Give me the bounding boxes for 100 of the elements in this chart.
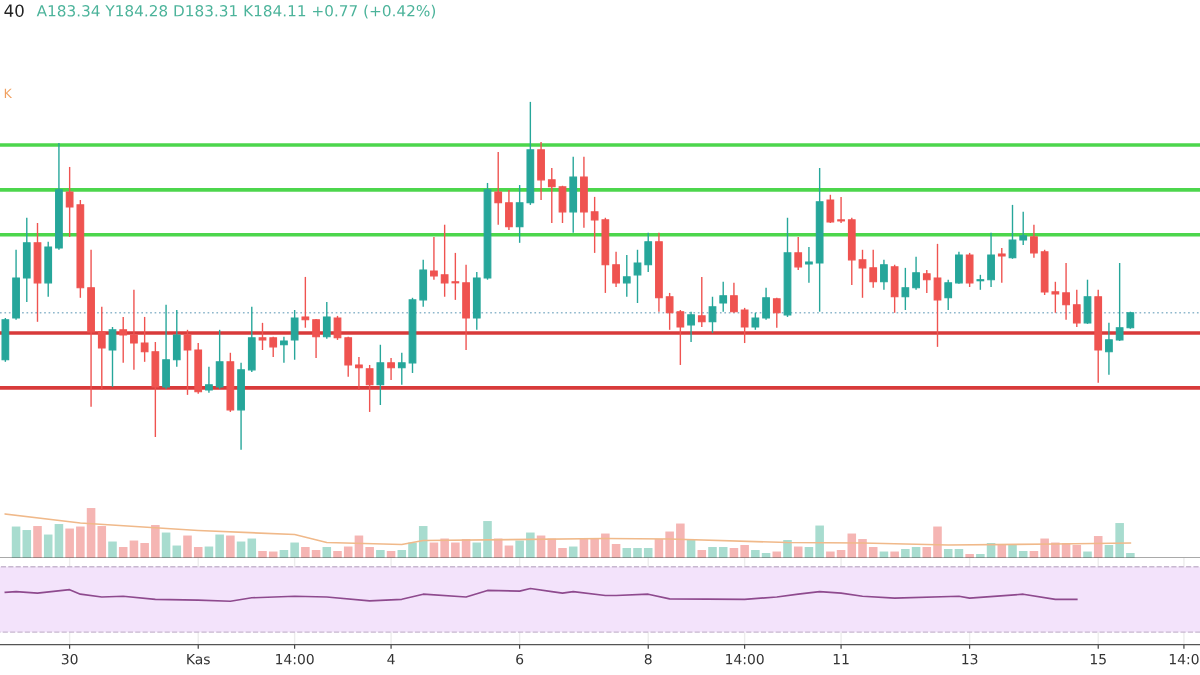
candlestick: [1030, 224, 1038, 259]
bar: [526, 532, 535, 559]
bar: [76, 526, 85, 559]
bar: [343, 546, 353, 559]
candlestick: [130, 289, 138, 371]
candlestick: [697, 276, 706, 328]
bar: [22, 530, 32, 559]
bar: [633, 548, 642, 559]
bar: [226, 535, 235, 559]
bar: [601, 533, 610, 559]
candlestick: [665, 292, 674, 331]
candlestick: [922, 269, 931, 294]
bar: [1018, 551, 1028, 559]
candlestick: [547, 167, 556, 224]
candlestick: [794, 236, 803, 271]
bar: [54, 524, 64, 559]
bar: [451, 542, 460, 559]
candlestick: [772, 297, 781, 329]
candlestick: [612, 251, 620, 288]
bar: [558, 548, 567, 559]
candlestick: [312, 318, 320, 359]
candlestick: [258, 322, 267, 351]
candlestick: [590, 196, 599, 254]
x-tick-label: 6: [516, 653, 524, 665]
bar: [933, 526, 942, 559]
candlestick: [387, 357, 395, 381]
candlestick: [376, 344, 385, 406]
bar: [1008, 545, 1017, 559]
bar: [118, 547, 128, 559]
candlestick: [869, 249, 878, 289]
candlestick: [97, 306, 106, 391]
x-tick-label: 14:00: [726, 653, 764, 665]
x-tick-label: 4: [387, 654, 395, 665]
bar: [322, 547, 332, 559]
candlestick: [676, 309, 685, 366]
bar: [247, 538, 257, 559]
candlestick: [912, 256, 920, 291]
candlestick: [1008, 204, 1017, 260]
bar: [258, 551, 267, 559]
chart-subtitle: A183.34 Y184.28 D183.31 K184.11 +0.77 (+0.42%): [36, 4, 436, 19]
candlestick: [290, 309, 299, 361]
bar: [108, 541, 117, 559]
candlestick: [280, 336, 288, 364]
x-tick-label: 13: [962, 653, 978, 665]
bar: [193, 547, 203, 559]
candlestick: [1072, 289, 1081, 328]
candlestick: [901, 267, 910, 311]
bar: [751, 550, 760, 559]
bar: [515, 540, 524, 559]
candlestick: [397, 352, 406, 386]
x-tick-label: 14:00: [276, 653, 314, 665]
bar: [740, 545, 749, 559]
bar: [1093, 536, 1103, 559]
candlestick: [1051, 281, 1060, 314]
bar: [901, 549, 910, 559]
candlestick: [719, 281, 728, 313]
x-tick-label: 11: [833, 654, 849, 665]
candlestick: [880, 259, 888, 291]
bar: [151, 525, 160, 559]
candlestick: [633, 249, 642, 304]
candlestick: [1105, 322, 1113, 376]
candlestick: [494, 151, 503, 226]
candlestick: [944, 279, 953, 311]
bar: [183, 535, 192, 559]
bar: [408, 542, 417, 559]
bar: [65, 528, 74, 559]
bar: [140, 543, 149, 559]
candlestick: [430, 236, 438, 281]
candlestick: [708, 296, 717, 334]
bar: [333, 551, 342, 559]
bar: [708, 547, 717, 559]
bar: [376, 550, 385, 559]
candlestick: [1062, 262, 1070, 321]
bar: [301, 547, 310, 559]
candlestick: [826, 194, 835, 224]
bar: [483, 521, 492, 559]
bar: [1115, 523, 1124, 559]
candlestick: [301, 276, 310, 329]
x-tick-label: 14:0: [1169, 653, 1199, 665]
bar: [172, 545, 182, 559]
candlestick: [837, 196, 845, 224]
text: K: [4, 88, 13, 98]
candlestick: [440, 224, 449, 298]
candlestick: [933, 243, 942, 348]
candlestick: [805, 246, 813, 284]
bar: [33, 526, 42, 559]
bar: [365, 547, 374, 559]
candlestick: [108, 326, 117, 388]
x-tick-label: 8: [644, 653, 652, 665]
bar: [590, 538, 599, 559]
candlestick: [65, 166, 74, 238]
x-tick-label: 15: [1090, 654, 1106, 665]
candlestick: [183, 329, 192, 396]
candlestick: [1019, 211, 1028, 246]
candlestick: [730, 282, 738, 314]
candlestick: [1115, 262, 1124, 342]
candlestick: [322, 301, 331, 340]
candlestick: [205, 365, 213, 394]
candlestick: [687, 311, 695, 343]
bar: [290, 542, 299, 559]
